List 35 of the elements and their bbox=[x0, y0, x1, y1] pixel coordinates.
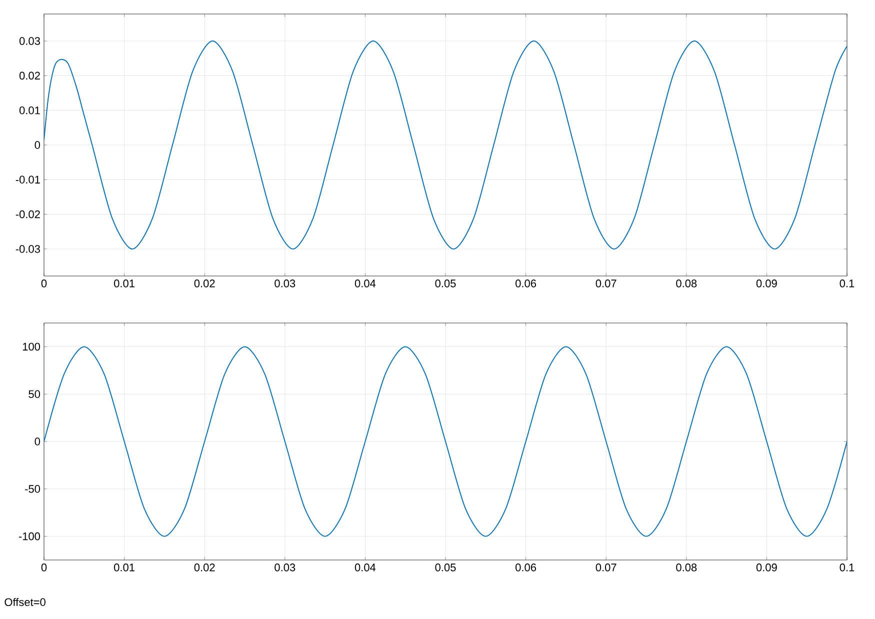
x-tick-label: 0.01 bbox=[114, 280, 134, 288]
y-tick-label: -50 bbox=[25, 485, 40, 493]
x-tick-label: 0.04 bbox=[354, 280, 376, 288]
x-tick-label: 0 bbox=[41, 564, 47, 572]
y-tick-label: -0.01 bbox=[16, 176, 40, 184]
x-tick-label: 0.1 bbox=[840, 280, 854, 288]
x-tick-label: 0.02 bbox=[194, 280, 215, 288]
y-tick-label: 0 bbox=[34, 141, 40, 149]
x-tick-label: 0.09 bbox=[756, 280, 777, 288]
x-tick-label: 0.1 bbox=[840, 564, 854, 572]
x-tick-label: 0.05 bbox=[435, 280, 456, 288]
y-tick-label: -0.03 bbox=[16, 245, 40, 253]
y-tick-label: -0.02 bbox=[16, 210, 40, 218]
y-tick-label: 0.03 bbox=[19, 37, 40, 45]
x-tick-label: 0.07 bbox=[596, 564, 616, 572]
x-tick-label: 0.08 bbox=[676, 564, 697, 572]
x-tick-label: 0.05 bbox=[435, 564, 456, 572]
y-tick-label: 100 bbox=[22, 342, 40, 351]
x-tick-label: 0.01 bbox=[114, 564, 134, 572]
x-tick-label: 0.06 bbox=[516, 280, 536, 288]
y-tick-label: 0.02 bbox=[19, 72, 40, 80]
x-tick-label: 0.03 bbox=[274, 280, 296, 288]
x-tick-label: 0.06 bbox=[516, 564, 536, 572]
x-tick-label: 0.09 bbox=[756, 564, 777, 572]
x-tick-label: 0.02 bbox=[194, 564, 215, 572]
x-tick-label: 0.07 bbox=[596, 280, 616, 288]
y-tick-label: -100 bbox=[18, 532, 40, 540]
y-tick-label: 50 bbox=[28, 390, 40, 398]
x-tick-label: 0 bbox=[41, 280, 47, 288]
y-tick-label: 0 bbox=[34, 438, 40, 446]
text: Offset=0 bbox=[4, 598, 46, 606]
x-tick-label: 0.04 bbox=[354, 564, 376, 572]
y-tick-label: 0.01 bbox=[19, 106, 40, 114]
x-tick-label: 0.03 bbox=[274, 564, 296, 572]
x-tick-label: 0.08 bbox=[676, 280, 697, 288]
